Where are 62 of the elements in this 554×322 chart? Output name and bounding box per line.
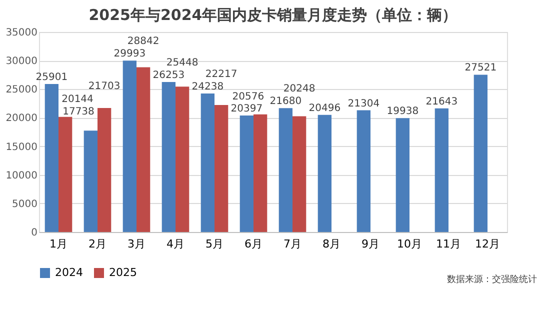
bar bbox=[254, 114, 268, 232]
legend-label: 2024 bbox=[55, 266, 83, 279]
data-label: 25448 bbox=[166, 58, 198, 69]
y-tick-label: 30000 bbox=[6, 56, 38, 68]
x-tick-label: 11月 bbox=[436, 238, 461, 250]
bar bbox=[44, 84, 58, 232]
x-tick-label: 12月 bbox=[475, 238, 500, 250]
x-tick-label: 8月 bbox=[322, 238, 340, 250]
legend-label: 2025 bbox=[109, 266, 137, 279]
source-note: 数据来源：交强险统计 bbox=[447, 274, 537, 285]
data-label: 26253 bbox=[152, 70, 185, 81]
data-label: 17738 bbox=[62, 106, 94, 118]
y-tick-label: 35000 bbox=[6, 28, 38, 38]
bar bbox=[396, 118, 410, 232]
data-label: 20576 bbox=[232, 91, 264, 102]
data-label: 20397 bbox=[230, 103, 263, 114]
bar bbox=[136, 67, 150, 232]
data-label: 21703 bbox=[88, 80, 120, 92]
chart-title: 2025年与2024年国内皮卡销量月度走势（单位：辆） bbox=[88, 6, 458, 24]
bar bbox=[292, 116, 306, 232]
x-tick-label: 6月 bbox=[244, 238, 262, 250]
bar bbox=[240, 115, 254, 232]
y-tick-label: 10000 bbox=[6, 170, 38, 182]
bar bbox=[318, 114, 332, 232]
x-tick-label: 7月 bbox=[284, 238, 302, 250]
x-tick-label: 4月 bbox=[166, 238, 184, 250]
bar bbox=[84, 130, 98, 232]
data-label: 21643 bbox=[426, 96, 458, 108]
x-tick-label: 5月 bbox=[206, 238, 224, 250]
bar bbox=[58, 116, 72, 232]
y-tick-label: 20000 bbox=[6, 113, 38, 124]
bar bbox=[122, 60, 136, 232]
data-label: 20144 bbox=[62, 94, 94, 105]
y-tick-label: 5000 bbox=[12, 198, 38, 210]
x-tick-label: 9月 bbox=[362, 238, 380, 250]
y-tick-label: 0 bbox=[31, 228, 38, 238]
bar bbox=[356, 110, 370, 232]
bar bbox=[474, 74, 488, 232]
x-tick-label: 1月 bbox=[50, 238, 68, 250]
data-label: 28842 bbox=[127, 36, 160, 48]
data-label: 27521 bbox=[464, 62, 497, 74]
data-label: 24238 bbox=[192, 81, 224, 92]
bar bbox=[200, 93, 214, 232]
bar bbox=[278, 108, 292, 232]
data-label: 21304 bbox=[348, 98, 380, 110]
bar bbox=[98, 108, 112, 232]
bar bbox=[214, 105, 228, 232]
data-label: 21680 bbox=[270, 96, 302, 108]
data-label: 25901 bbox=[36, 72, 68, 83]
data-label: 20496 bbox=[308, 102, 341, 114]
data-label: 29993 bbox=[114, 48, 146, 60]
x-tick-label: 2月 bbox=[88, 238, 106, 250]
data-label: 19938 bbox=[386, 106, 419, 118]
y-tick-label: 15000 bbox=[6, 142, 38, 153]
bar bbox=[434, 108, 448, 232]
data-label: 20248 bbox=[283, 83, 316, 94]
x-tick-label: 3月 bbox=[128, 238, 146, 250]
x-tick-label: 10月 bbox=[397, 238, 422, 250]
bar bbox=[176, 86, 190, 232]
bar bbox=[162, 82, 176, 232]
y-tick-label: 25000 bbox=[6, 84, 38, 96]
data-label: 22217 bbox=[205, 69, 238, 80]
